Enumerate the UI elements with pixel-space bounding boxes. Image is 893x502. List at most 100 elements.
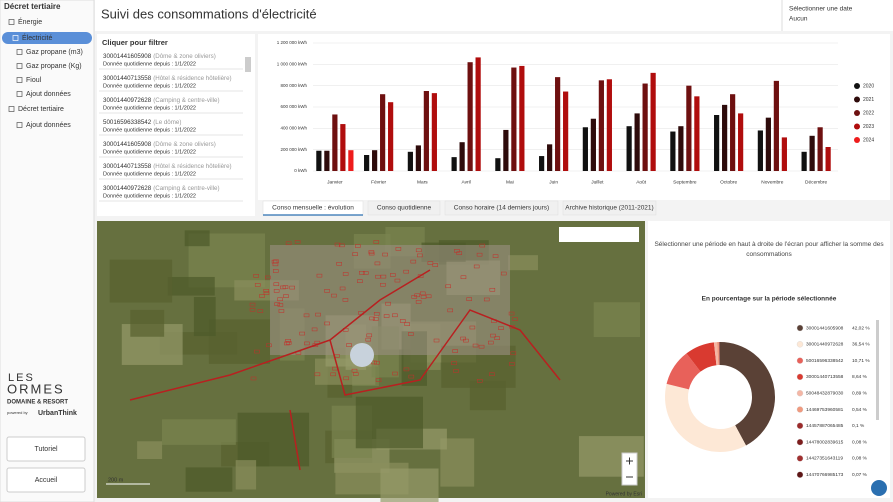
pie-slice — [716, 342, 720, 366]
legend-label: 14457887065485 — [806, 423, 844, 429]
list-item-heading[interactable]: 50016596338542 (Le dôme) — [103, 119, 181, 126]
legend-value: 0,07 % — [852, 472, 868, 478]
legend-label: 2023 — [863, 124, 874, 130]
legend-value: 8,64 % — [852, 374, 868, 380]
tab-label[interactable]: Conso horaire (14 derniers jours) — [454, 205, 549, 212]
list-item-heading[interactable]: 30001440972628 (Camping & centre-ville) — [103, 97, 220, 104]
list-item-heading[interactable]: 30001441605908 (Dôme & zone oliviers) — [103, 53, 216, 60]
bar — [590, 118, 596, 171]
chart-panel — [258, 34, 890, 200]
list-item-heading[interactable]: 30001440972628 (Camping & centre-ville) — [103, 185, 220, 192]
plot-outline — [385, 301, 391, 306]
list-item-since[interactable]: Donnée quotidienne depuis : 1/1/2022 — [103, 83, 196, 89]
list-item-heading[interactable]: 30001440713558 (Hôtel & résidence hôteliè… — [103, 75, 232, 82]
legend-value: 0,08 % — [852, 439, 868, 445]
tab-label[interactable]: Conso quotidienne — [377, 205, 432, 212]
plot-outline — [250, 376, 257, 381]
plot-outline — [330, 372, 336, 377]
legend-label: 14427351643119 — [806, 456, 843, 462]
legend-label: 30001440713558 — [806, 374, 844, 380]
sidebar-title: Décret tertiaire — [4, 2, 61, 11]
list-item-since[interactable]: Donnée quotidienne depuis : 1/1/2022 — [103, 105, 196, 111]
bar — [773, 80, 779, 171]
sidebar-item[interactable]: Gaz propane (Kg) — [26, 63, 82, 70]
x-tick-label: Août — [636, 179, 647, 185]
legend-value: 0,54 % — [852, 407, 868, 413]
tab[interactable] — [367, 200, 441, 216]
plot-outline — [415, 300, 422, 304]
tab-label[interactable]: Conso mensuelle : évolution — [272, 205, 354, 212]
plot-outline — [472, 343, 479, 348]
field — [130, 309, 165, 337]
list-item-since[interactable]: Donnée quotidienne depuis : 1/1/2022 — [103, 149, 196, 155]
legend-swatch — [796, 438, 804, 446]
x-tick-label: Février — [371, 179, 386, 185]
button-label[interactable]: Accueil — [35, 477, 58, 484]
plot-outline — [366, 333, 373, 338]
y-tick-label: 400 000 kWh — [280, 126, 307, 131]
legend-label: 2020 — [863, 83, 874, 89]
list-item-heading[interactable]: 30001441605908 (Dôme & zone oliviers) — [103, 141, 216, 148]
page-title: Suivi des consommations d'électricité — [101, 6, 317, 21]
sidebar-item[interactable]: Énergie — [18, 17, 42, 26]
pie-slice — [665, 383, 747, 452]
list-item-since[interactable]: Donnée quotidienne depuis : 1/1/2022 — [103, 193, 196, 199]
plot-outline — [460, 275, 467, 280]
tab-label[interactable]: Archive historique (2011-2021) — [565, 205, 653, 212]
list-item-since[interactable]: Donnée quotidienne depuis : 1/1/2022 — [103, 61, 196, 67]
list-item-desc[interactable]: (Hôtel & résidence hôtelière) — [153, 75, 231, 82]
selected-item — [2, 32, 92, 44]
x-tick-label: Janvier — [327, 179, 343, 185]
plot-outline — [274, 302, 280, 306]
list-item-heading[interactable]: 30001440713558 (Hôtel & résidence hôteliè… — [103, 163, 232, 170]
plot-outline — [419, 291, 426, 296]
list-item-desc[interactable]: (Dôme & zone oliviers) — [153, 53, 216, 60]
list-item-since[interactable]: Donnée quotidienne depuis : 1/1/2022 — [103, 127, 196, 133]
x-tick-label: Juin — [549, 179, 558, 185]
list-item-id[interactable]: 30001440972628 — [103, 185, 152, 192]
y-tick-label: 1 000 000 kWh — [277, 62, 308, 67]
list-item-id[interactable]: 30001441605908 — [103, 141, 152, 148]
list-item-id[interactable]: 30001440713558 — [103, 163, 152, 170]
plot-outline — [500, 271, 507, 276]
sidebar-item[interactable]: Ajout données — [26, 122, 71, 129]
plot-outline — [404, 322, 410, 326]
legend-swatch — [796, 406, 804, 413]
list-item-id[interactable]: 50016596338542 — [103, 119, 152, 126]
list-item-since[interactable]: Donnée quotidienne depuis : 1/1/2022 — [103, 171, 196, 177]
sidebar-button[interactable] — [6, 467, 86, 493]
tab[interactable] — [562, 200, 657, 216]
plot-outline — [263, 291, 270, 295]
tab[interactable] — [444, 200, 559, 216]
bar — [634, 113, 640, 171]
sidebar-item[interactable]: Décret tertiaire — [18, 106, 64, 113]
plot-outline — [453, 369, 459, 373]
sidebar-button[interactable] — [6, 436, 86, 462]
list-item-id[interactable]: 30001441605908 — [103, 53, 152, 60]
field — [184, 230, 210, 247]
sidebar-item[interactable]: Ajout données — [26, 91, 71, 98]
bar — [781, 137, 787, 171]
list-item-id[interactable]: 30001440972628 — [103, 97, 152, 104]
bar — [332, 114, 338, 171]
list-item-desc[interactable]: (Le dôme) — [153, 119, 181, 126]
bar — [364, 155, 370, 171]
list-item-desc[interactable]: (Hôtel & résidence hôtelière) — [153, 163, 231, 170]
sidebar-item[interactable]: Fioul — [26, 77, 42, 84]
list-item-desc[interactable]: (Dôme & zone oliviers) — [153, 141, 216, 148]
refresh-button[interactable] — [871, 480, 887, 496]
plot-outline — [508, 311, 515, 316]
list-item-desc[interactable]: (Camping & centre-ville) — [153, 97, 219, 104]
zoom-control[interactable] — [621, 452, 638, 486]
plot-outline — [373, 240, 380, 244]
map-attribution: Powered by Esri — [606, 491, 642, 497]
plot-outline — [266, 343, 272, 348]
button-label[interactable]: Tutoriel — [34, 446, 58, 453]
list-item-desc[interactable]: (Camping & centre-ville) — [153, 185, 219, 192]
sidebar-item[interactable]: Gaz propane (m3) — [26, 49, 83, 56]
list-item-id[interactable]: 30001440713558 — [103, 75, 152, 82]
field — [380, 468, 439, 502]
bar — [678, 126, 684, 171]
sidebar-item[interactable]: Électricité — [22, 33, 52, 42]
bar — [475, 57, 481, 171]
